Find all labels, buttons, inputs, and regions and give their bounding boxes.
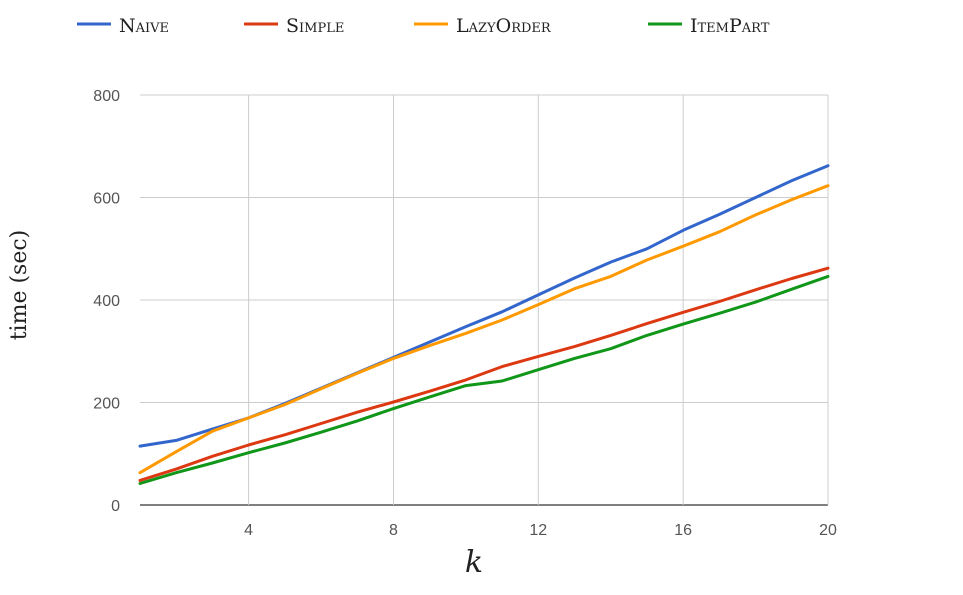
legend-item-lazyorder: LazyOrder [414,15,552,37]
series-line-itempart [138,274,830,485]
y-tick-label: 800 [93,88,120,105]
y-tick-label: 0 [111,498,120,515]
y-tick-label: 600 [93,191,120,208]
series-layer [138,164,830,485]
series-line-lazyorder [138,184,830,475]
x-tick-label: 20 [819,522,837,539]
x-tick-label: 4 [244,522,253,539]
legend: Naive Simple LazyOrder ItemPart [77,15,770,37]
x-axis-ticks: 4 8 12 16 20 [244,522,837,539]
legend-label: ItemPart [690,15,770,37]
legend-label: Simple [286,15,344,37]
y-axis-title: time (sec) [7,230,32,341]
y-axis-ticks: 0 200 400 600 800 [93,88,120,515]
legend-item-itempart: ItemPart [648,15,770,37]
x-tick-label: 12 [529,522,547,539]
y-tick-label: 200 [93,396,120,413]
x-tick-label: 16 [674,522,692,539]
x-tick-label: 8 [389,522,398,539]
legend-label: LazyOrder [456,15,552,37]
series-line-simple [138,266,830,482]
legend-label: Naive [119,15,169,37]
gridlines [140,94,829,506]
y-tick-label: 400 [93,293,120,310]
legend-item-simple: Simple [244,15,344,37]
legend-item-naive: Naive [77,15,169,37]
x-axis-title: k [465,545,483,580]
series-line-naive [138,164,830,448]
